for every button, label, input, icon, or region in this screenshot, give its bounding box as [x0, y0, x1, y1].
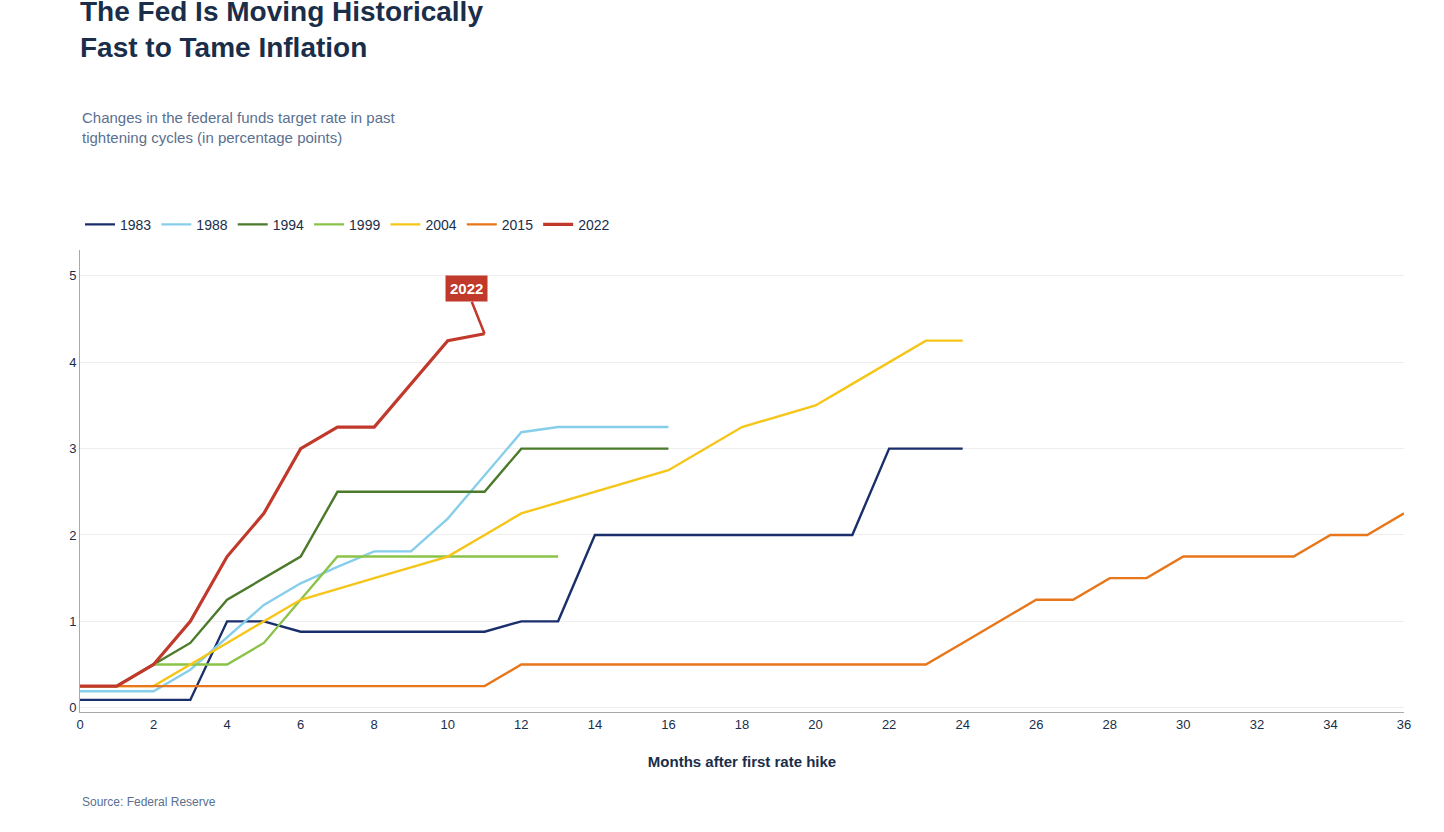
svg-text:10: 10: [441, 717, 455, 732]
svg-text:2022: 2022: [578, 217, 609, 233]
svg-text:0: 0: [69, 700, 76, 715]
svg-text:Changes in the federal funds t: Changes in the federal funds target rate…: [82, 109, 396, 146]
svg-text:12: 12: [514, 717, 528, 732]
svg-text:2: 2: [150, 717, 157, 732]
svg-text:24: 24: [955, 717, 969, 732]
svg-text:Source: Federal Reserve: Source: Federal Reserve: [82, 795, 216, 809]
svg-text:16: 16: [661, 717, 675, 732]
svg-text:The Fed Is Moving Historically: The Fed Is Moving HistoricallyFast to Ta…: [80, 0, 483, 63]
svg-text:20: 20: [808, 717, 822, 732]
svg-text:Months after first rate hike: Months after first rate hike: [648, 753, 836, 770]
svg-text:14: 14: [588, 717, 602, 732]
svg-text:36: 36: [1397, 717, 1411, 732]
svg-text:2: 2: [69, 528, 76, 543]
svg-text:0: 0: [76, 717, 83, 732]
svg-text:2004: 2004: [425, 217, 456, 233]
svg-text:22: 22: [882, 717, 896, 732]
svg-text:1: 1: [69, 614, 76, 629]
svg-text:28: 28: [1103, 717, 1117, 732]
svg-text:1999: 1999: [349, 217, 380, 233]
svg-text:4: 4: [69, 355, 76, 370]
svg-text:3: 3: [69, 441, 76, 456]
svg-text:1994: 1994: [273, 217, 304, 233]
svg-text:1988: 1988: [196, 217, 227, 233]
svg-text:5: 5: [69, 268, 76, 283]
svg-text:26: 26: [1029, 717, 1043, 732]
svg-text:18: 18: [735, 717, 749, 732]
svg-text:34: 34: [1323, 717, 1337, 732]
svg-text:32: 32: [1250, 717, 1264, 732]
svg-text:2022: 2022: [450, 280, 483, 297]
svg-text:30: 30: [1176, 717, 1190, 732]
svg-text:1983: 1983: [120, 217, 151, 233]
svg-text:6: 6: [297, 717, 304, 732]
svg-text:4: 4: [223, 717, 230, 732]
svg-text:8: 8: [371, 717, 378, 732]
svg-text:2015: 2015: [502, 217, 533, 233]
